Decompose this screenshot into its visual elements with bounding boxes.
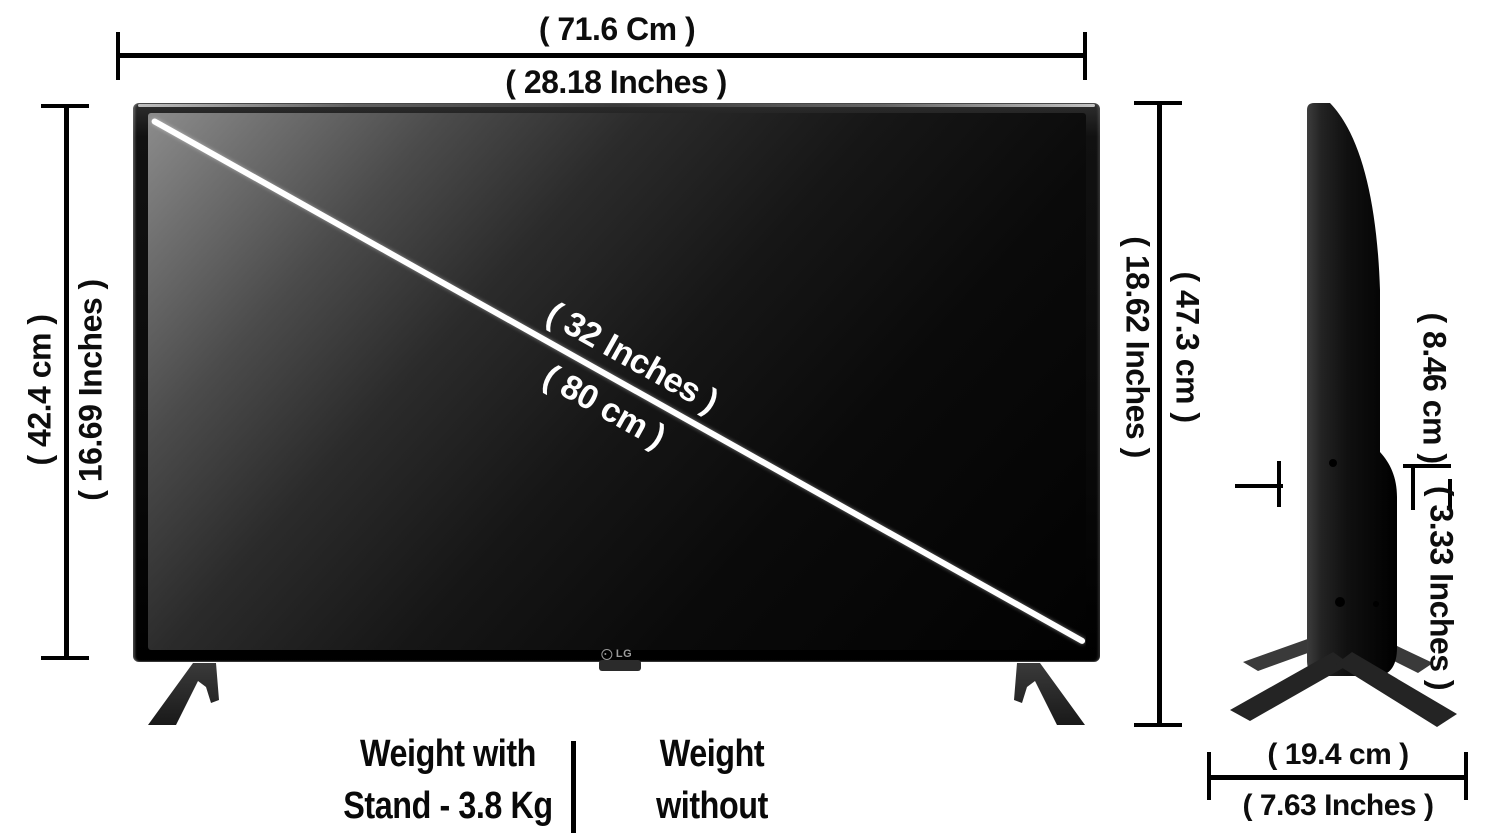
stand-depth-inches-label: ( 7.63 Inches ) [1242,789,1434,822]
width-inches-label: ( 28.18 Inches ) [505,64,727,100]
lg-circle-icon [600,648,612,660]
weight-without-stand-line2: Stand - 3.7 Kg [600,832,824,838]
depth-marker-right-tick-2 [1448,479,1452,510]
depth-marker-left-tick [1277,461,1281,507]
total-height-dimension-line [1157,101,1162,727]
total-height-inches-label: ( 18.62 Inches ) [1119,236,1156,458]
height-tick-top [41,104,89,108]
side-stand-leg-near-rear [1230,652,1350,721]
stand-depth-tick-left [1207,752,1211,800]
depth-marker-right-tick [1411,466,1415,510]
front-left-foot [148,663,219,725]
diagonal-measure-line [150,117,1086,645]
weight-without-stand: Weight without Stand - 3.7 Kg [600,728,824,838]
height-tick-bottom [41,656,89,660]
side-screw-dot-2 [1335,597,1345,607]
height-dimension-line [64,106,69,658]
stand-depth-tick-right [1464,752,1468,800]
depth-inches-label: ( 3.33 Inches ) [1423,485,1460,691]
lg-logo-text: LG [615,648,633,660]
weight-with-stand: Weight with Stand - 3.8 Kg [336,728,560,832]
tv-front-view: ( 32 Inches ) ( 80 cm ) LG [133,103,1100,662]
depth-marker-left-line [1235,484,1283,488]
width-tick-right [1083,32,1087,80]
weight-without-stand-line1: Weight without [656,733,768,827]
tv-side-view [1307,103,1397,676]
side-screw-dot-3 [1373,601,1379,607]
lg-logo: LG [600,648,633,660]
weight-with-stand-line1: Weight with [360,733,536,775]
height-cm-label: ( 42.4 cm ) [21,314,58,466]
width-tick-left [116,32,120,80]
weight-with-stand-line2: Stand - 3.8 Kg [343,785,553,827]
stand-depth-dimension-line [1209,775,1468,780]
depth-marker-right-line [1403,464,1451,468]
side-screw-dot-1 [1329,459,1337,467]
stand-depth-cm-label: ( 19.4 cm ) [1267,738,1409,771]
depth-cm-label: ( 8.46 cm ) [1416,312,1453,464]
height-inches-label: ( 16.69 Inches ) [72,279,109,501]
total-height-tick-top [1134,101,1182,105]
total-height-tick-bottom [1134,723,1182,727]
width-dimension-line [118,53,1085,58]
tv-screen: ( 32 Inches ) ( 80 cm ) [148,113,1086,650]
front-right-foot [1014,663,1085,725]
total-height-cm-label: ( 47.3 cm ) [1169,271,1206,423]
width-cm-label: ( 71.6 Cm ) [538,11,696,47]
weight-divider [571,741,576,833]
side-stand-leg-far-rear [1243,636,1330,671]
